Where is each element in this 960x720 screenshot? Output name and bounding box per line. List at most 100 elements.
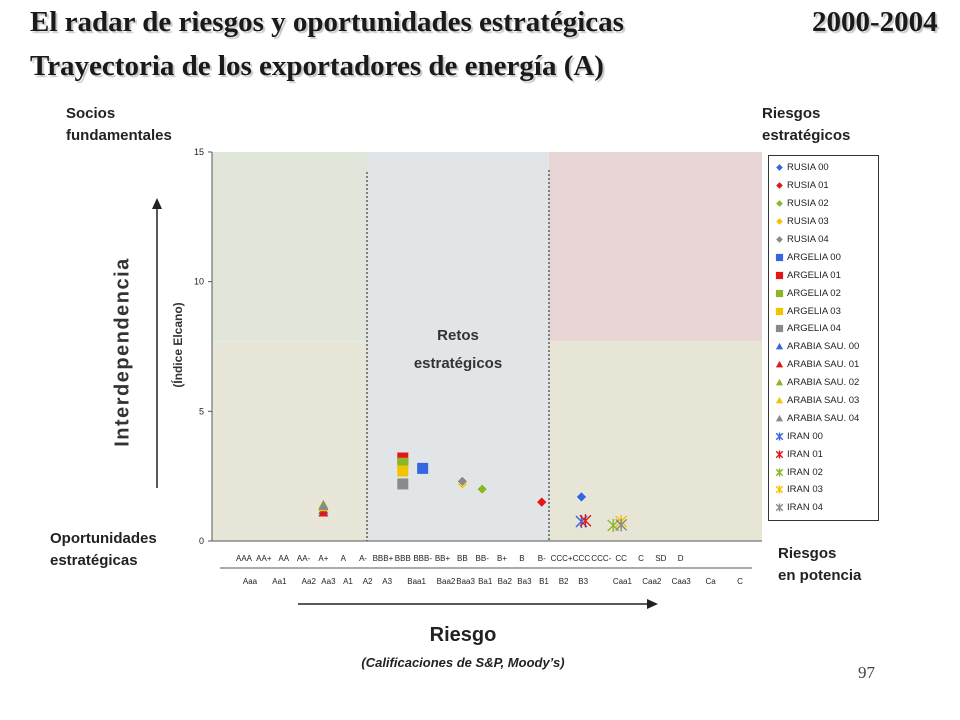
data-point <box>397 478 409 490</box>
legend-label: ARABIA SAU. 00 <box>787 341 860 353</box>
x-tick-label-moodys: A2 <box>363 577 373 586</box>
page-number: 97 <box>858 663 875 682</box>
x-tick-label-sp: AA- <box>297 554 311 563</box>
region-top-right <box>549 152 762 342</box>
legend-marker <box>775 289 784 297</box>
x-tick-label-sp: A <box>341 554 347 563</box>
legend-marker-shape <box>775 163 784 172</box>
y-axis-subtitle: (Índice Elcano) <box>171 302 185 388</box>
x-tick-label-sp: BBB <box>395 554 411 563</box>
chart-legend: RUSIA 00 RUSIA 01 RUSIA 02 RUSIA 03 RUSIA 04… <box>768 155 879 521</box>
legend-marker <box>775 486 784 494</box>
legend-marker-shape <box>775 307 784 315</box>
x-axis-title: Riesgo <box>429 624 497 646</box>
data-point <box>615 518 628 532</box>
legend-marker <box>775 379 784 386</box>
x-tick-label-sp: SD <box>655 554 666 563</box>
legend-label: RUSIA 01 <box>787 180 829 192</box>
legend-label: ARGELIA 03 <box>787 305 841 317</box>
period-label: 2000-2004 <box>812 6 938 38</box>
legend-marker <box>775 325 784 333</box>
legend-marker-shape <box>775 253 784 261</box>
legend-marker <box>775 343 784 350</box>
legend-label: ARABIA SAU. 01 <box>787 359 860 371</box>
data-point <box>576 491 587 503</box>
legend-marker <box>775 307 784 315</box>
slide-title: El radar de riesgos y oportunidades estr… <box>30 6 624 38</box>
legend-marker-shape <box>775 271 784 279</box>
legend-item: ARABIA SAU. 01 <box>769 356 878 374</box>
x-tick-label-moodys: B2 <box>559 577 569 586</box>
data-point <box>476 483 488 495</box>
legend-marker-shape <box>775 361 784 368</box>
x-tick-label-moodys: Aa3 <box>321 577 336 586</box>
x-tick-label-moodys: A1 <box>343 577 353 586</box>
legend-marker <box>775 181 784 190</box>
x-tick-label-sp: A- <box>359 554 367 563</box>
x-tick-label-sp: BBB+ <box>373 554 394 563</box>
data-point <box>397 457 409 469</box>
legend-marker-shape <box>775 325 784 333</box>
legend-marker-shape <box>775 199 784 208</box>
legend-marker <box>775 163 784 172</box>
legend-label: RUSIA 04 <box>787 234 829 245</box>
x-tick-label-sp: BB <box>457 554 468 563</box>
data-point <box>456 475 468 487</box>
legend-item: ARGELIA 03 <box>769 302 878 320</box>
legend-marker-shape <box>775 289 784 297</box>
x-tick-label-moodys: Ba3 <box>517 577 532 586</box>
x-tick-label-moodys: B1 <box>539 577 549 586</box>
x-tick-label-moodys: A3 <box>382 577 392 586</box>
x-tick-label-sp: B <box>519 554 524 563</box>
legend-marker <box>775 414 784 422</box>
legend-item: IRAN 02 <box>769 463 878 481</box>
legend-label: ARGELIA 00 <box>787 251 841 263</box>
legend-label: RUSIA 02 <box>787 198 829 210</box>
legend-marker <box>775 432 784 441</box>
region-bottom-left <box>212 341 367 541</box>
legend-item: ARGELIA 00 <box>769 248 878 266</box>
zone-label-center: Retos estratégicos <box>413 327 503 372</box>
legend-item: ARABIA SAU. 04 <box>769 409 878 427</box>
x-tick-label-sp: CCC- <box>591 554 611 563</box>
legend-marker <box>775 235 784 244</box>
x-tick-label-moodys: Caa2 <box>642 577 662 586</box>
slide-subtitle: Trayectoria de los exportadores de energ… <box>30 50 604 82</box>
legend-item: RUSIA 02 <box>769 195 878 213</box>
x-tick-label-moodys: Ba2 <box>498 577 513 586</box>
x-tick-label-sp: B- <box>538 554 546 563</box>
legend-item: RUSIA 01 <box>769 177 878 195</box>
legend-label: IRAN 02 <box>787 466 823 478</box>
y-tick-label: 10 <box>194 277 204 287</box>
legend-label: IRAN 04 <box>787 502 823 514</box>
legend-marker-shape <box>775 181 784 190</box>
legend-label: ARABIA SAU. 02 <box>787 377 860 389</box>
x-tick-label-sp: CC <box>615 554 627 563</box>
legend-item: IRAN 01 <box>769 445 878 463</box>
legend-marker <box>775 199 784 208</box>
legend-marker <box>775 503 784 512</box>
legend-item: ARABIA SAU. 02 <box>769 374 878 392</box>
legend-label: RUSIA 03 <box>787 216 829 228</box>
x-tick-label-moodys: Caa3 <box>672 577 692 586</box>
legend-marker <box>775 450 784 459</box>
legend-marker-shape <box>775 235 784 244</box>
x-tick-label-moodys: Ca <box>705 577 716 586</box>
region-bottom-right <box>549 341 762 541</box>
data-point <box>536 496 548 508</box>
legend-item: ARABIA SAU. 00 <box>769 338 878 356</box>
x-tick-label-moodys: Aa2 <box>302 577 317 586</box>
x-tick-label-moodys: B3 <box>578 577 588 586</box>
x-tick-label-sp: A+ <box>318 554 328 563</box>
legend-item: RUSIA 04 <box>769 231 878 249</box>
legend-marker-shape <box>775 343 784 350</box>
region-top-left <box>212 152 367 342</box>
legend-label: ARGELIA 04 <box>787 323 841 335</box>
legend-item: IRAN 03 <box>769 481 878 499</box>
x-tick-label-moodys: Caa1 <box>613 577 633 586</box>
legend-marker <box>775 217 784 226</box>
legend-label: RUSIA 00 <box>787 162 829 174</box>
legend-label: ARABIA SAU. 04 <box>787 412 860 424</box>
legend-label: IRAN 03 <box>787 484 823 496</box>
